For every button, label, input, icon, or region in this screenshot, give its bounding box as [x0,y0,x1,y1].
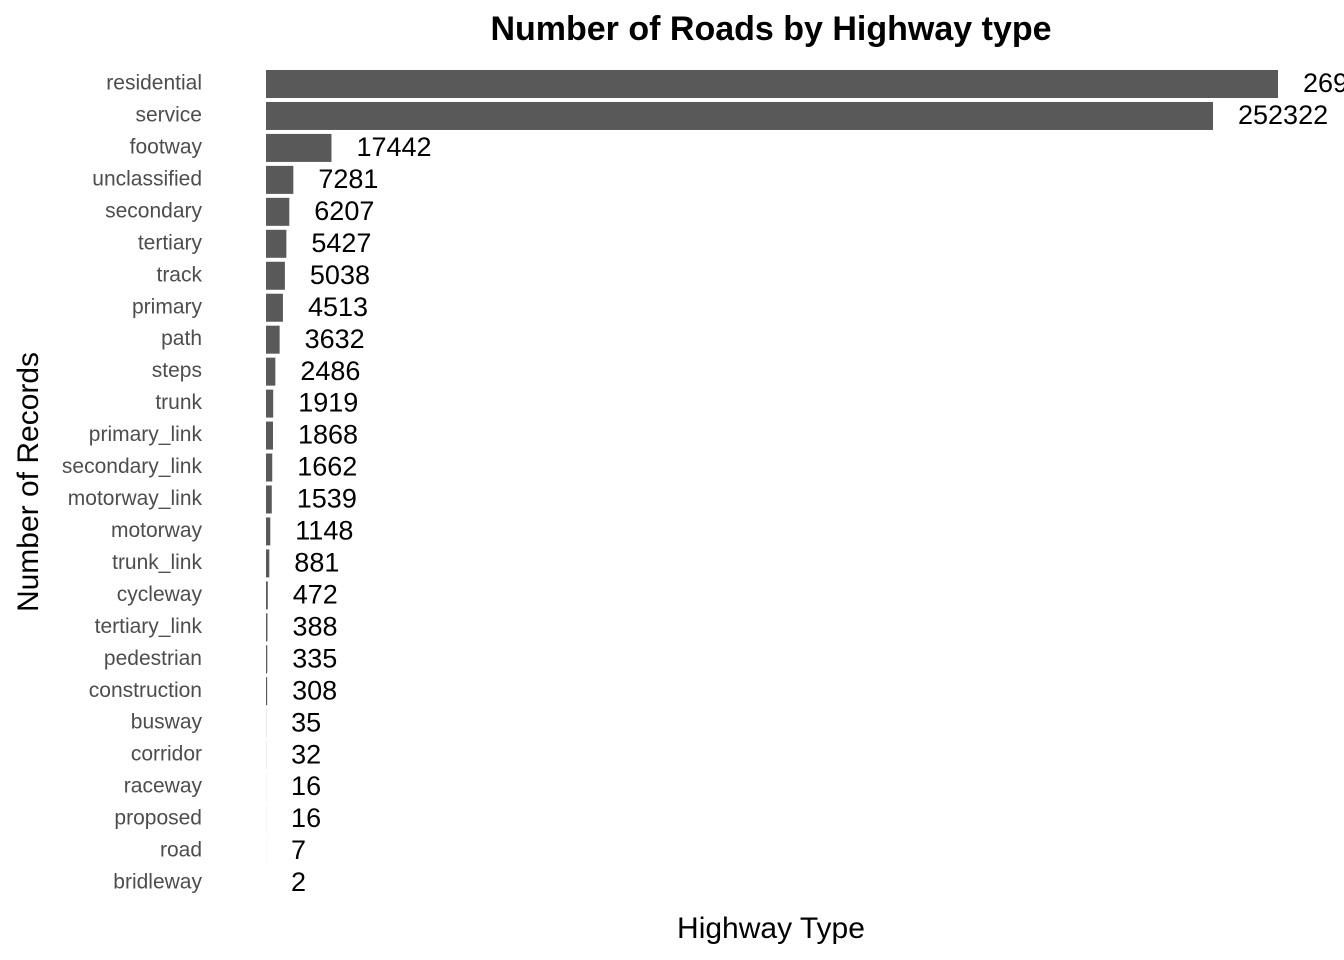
value-label: 5427 [311,228,371,258]
y-tick-label: busway [131,711,203,734]
value-label: 5038 [310,260,370,290]
y-tick-label: motorway_link [68,487,203,510]
bar [266,517,271,546]
bar [266,581,268,610]
x-axis-title: Highway Type [677,912,865,945]
y-tick-label: construction [89,679,202,702]
bar [266,549,270,578]
y-tick-label: tertiary [138,231,203,254]
y-tick-label: tertiary_link [95,615,203,638]
value-label: 4513 [308,292,368,322]
y-tick-label: corridor [131,743,202,766]
y-tick-label: trunk_link [112,551,202,574]
y-tick-label: trunk [155,391,202,414]
y-tick-label: bridleway [113,871,202,894]
value-label: 1919 [298,388,358,418]
y-tick-label: raceway [124,775,203,798]
y-tick-label: footway [130,135,203,158]
bar [266,101,1214,130]
value-label: 335 [292,643,337,673]
bar [266,165,294,194]
value-label: 269640 [1303,68,1344,98]
value-label: 1662 [297,452,357,482]
value-label: 6207 [314,196,374,226]
value-label: 7 [291,835,306,865]
y-tick-label: motorway [111,519,203,542]
bar [266,389,274,418]
value-label: 388 [292,611,337,641]
y-tick-label: service [135,104,202,127]
y-tick-label: proposed [114,807,202,830]
bar [266,261,285,290]
bar [266,485,272,514]
y-tick-label: steps [152,359,202,382]
value-label: 16 [291,803,321,833]
y-tick-label: path [161,327,202,350]
y-tick-label: track [156,263,202,286]
y-tick-label: secondary [105,199,202,222]
y-tick-label: cycleway [117,583,203,606]
value-label: 308 [292,675,337,705]
bar [266,325,280,354]
value-label: 3632 [305,324,365,354]
y-tick-label: secondary_link [62,455,203,478]
y-tick-label: primary [132,295,203,318]
y-tick-label: road [160,839,202,862]
y-tick-label: unclassified [92,167,202,190]
value-label: 17442 [356,132,431,162]
bar [266,677,268,706]
value-label: 1148 [295,516,353,546]
bar [266,293,283,322]
bar [266,357,276,386]
value-label: 252322 [1238,100,1328,130]
chart-title: Number of Roads by Highway type [490,10,1051,48]
y-tick-label: pedestrian [104,647,202,670]
bar [266,645,268,674]
value-label: 35 [291,707,321,737]
value-label: 881 [294,548,339,578]
value-label: 32 [291,739,321,769]
value-label: 16 [291,771,321,801]
bar [266,229,287,258]
value-label: 2 [291,867,306,897]
y-axis-title: Number of Records [12,352,45,612]
value-label: 1539 [297,484,357,514]
y-tick-label: residential [106,72,202,95]
bar [266,421,274,450]
y-tick-label: primary_link [89,423,203,446]
bar [266,613,268,642]
bar [266,453,273,482]
bar [266,133,332,162]
value-label: 2486 [300,356,360,386]
bar [266,70,1278,98]
value-label: 1868 [298,420,358,450]
value-label: 472 [293,579,338,609]
value-label: 7281 [318,164,378,194]
bar [266,197,290,226]
